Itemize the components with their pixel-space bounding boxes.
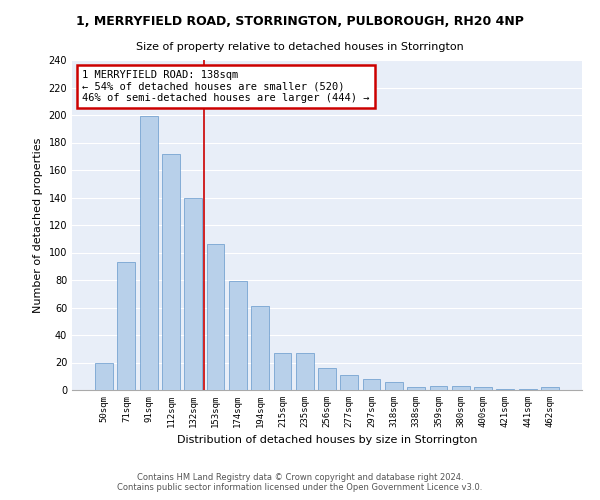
Bar [385, 382, 403, 390]
Text: Contains HM Land Registry data © Crown copyright and database right 2024.
Contai: Contains HM Land Registry data © Crown c… [118, 473, 482, 492]
Bar [184, 198, 202, 390]
Bar [162, 154, 180, 390]
Bar [140, 116, 158, 390]
Bar [496, 388, 514, 390]
Bar [229, 282, 247, 390]
Bar [251, 306, 269, 390]
Text: 1 MERRYFIELD ROAD: 138sqm
← 54% of detached houses are smaller (520)
46% of semi: 1 MERRYFIELD ROAD: 138sqm ← 54% of detac… [82, 70, 370, 103]
Bar [518, 388, 536, 390]
Y-axis label: Number of detached properties: Number of detached properties [33, 138, 43, 312]
Bar [362, 379, 380, 390]
Bar [430, 386, 448, 390]
Text: Size of property relative to detached houses in Storrington: Size of property relative to detached ho… [136, 42, 464, 52]
Bar [118, 262, 136, 390]
Bar [407, 387, 425, 390]
Bar [206, 244, 224, 390]
Text: 1, MERRYFIELD ROAD, STORRINGTON, PULBOROUGH, RH20 4NP: 1, MERRYFIELD ROAD, STORRINGTON, PULBORO… [76, 15, 524, 28]
X-axis label: Distribution of detached houses by size in Storrington: Distribution of detached houses by size … [177, 436, 477, 446]
Bar [95, 362, 113, 390]
Bar [296, 353, 314, 390]
Bar [274, 353, 292, 390]
Bar [452, 386, 470, 390]
Bar [318, 368, 336, 390]
Bar [474, 387, 492, 390]
Bar [340, 375, 358, 390]
Bar [541, 387, 559, 390]
